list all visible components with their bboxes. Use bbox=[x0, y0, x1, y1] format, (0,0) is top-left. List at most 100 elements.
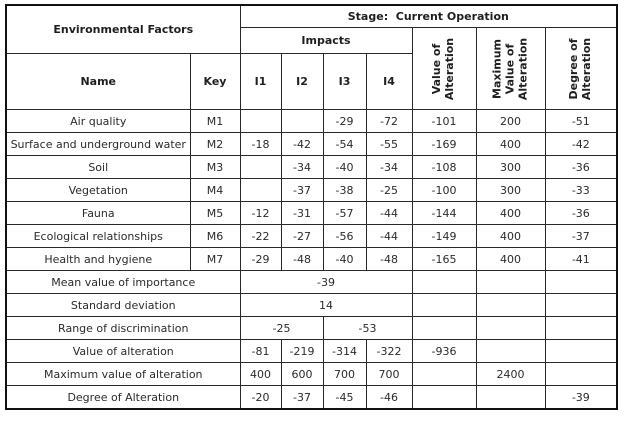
maximum-value-of-alteration: 400 bbox=[475, 224, 546, 248]
impact-value-i3: -38 bbox=[322, 178, 367, 202]
summary-label: Mean value of importance bbox=[5, 270, 241, 294]
row-standard-deviation: Standard deviation 14 bbox=[5, 293, 618, 317]
max-i1: 400 bbox=[239, 362, 282, 386]
value-i3: -314 bbox=[322, 339, 367, 363]
row-maximum-value-of-alteration: Maximum value of alteration 400 600 700 … bbox=[5, 362, 618, 386]
impact-value-i4: -44 bbox=[365, 224, 413, 248]
shaded-cell bbox=[544, 339, 618, 363]
max-i3: 700 bbox=[322, 362, 367, 386]
range-value-i1-i2: -25 bbox=[239, 316, 324, 340]
value-of-alteration: -108 bbox=[411, 155, 477, 179]
shaded-cell bbox=[475, 339, 546, 363]
impact-value-i2: -31 bbox=[280, 201, 324, 225]
maximum-value-of-alteration-total: 2400 bbox=[475, 362, 546, 386]
impact-value-i1 bbox=[239, 155, 282, 179]
header-row-impacts: Impacts Value of Alteration Maximum Valu… bbox=[6, 27, 618, 110]
impact-value-i4: -48 bbox=[365, 247, 413, 271]
i2-column-header: I2 bbox=[280, 53, 324, 110]
degree-of-alteration-total: -39 bbox=[544, 385, 618, 410]
shaded-cell bbox=[475, 293, 546, 317]
impact-value-i1 bbox=[239, 178, 282, 202]
impact-value-i4: -44 bbox=[365, 201, 413, 225]
value-of-alteration: -169 bbox=[411, 132, 477, 156]
factor-name: Vegetation bbox=[5, 178, 191, 202]
environmental-impact-table: Environmental Factors Stage: Current Ope… bbox=[5, 4, 619, 410]
impact-value-i4: -72 bbox=[365, 109, 413, 133]
shaded-cell bbox=[411, 362, 477, 386]
key-column-header: Key bbox=[189, 53, 241, 110]
value-i2: -219 bbox=[280, 339, 324, 363]
shaded-cell bbox=[475, 270, 546, 294]
summary-label: Standard deviation bbox=[5, 293, 241, 317]
impacts-header: Impacts bbox=[239, 27, 413, 54]
degree-of-alteration: -36 bbox=[544, 201, 618, 225]
stage-header: Stage: Current Operation bbox=[239, 4, 618, 28]
shaded-cell bbox=[544, 362, 618, 386]
range-value-i3-i4: -53 bbox=[322, 316, 413, 340]
impact-value-i1 bbox=[239, 109, 282, 133]
impact-value-i4: -55 bbox=[365, 132, 413, 156]
impact-value-i2: -27 bbox=[280, 224, 324, 248]
factor-key: M2 bbox=[189, 132, 241, 156]
factor-key: M7 bbox=[189, 247, 241, 271]
value-of-alteration-column-header: Value of Alteration bbox=[411, 27, 477, 110]
degree-of-alteration: -36 bbox=[544, 155, 618, 179]
maximum-value-of-alteration-column-header: Maximum Value of Alteration bbox=[475, 27, 546, 110]
impact-value-i1: -29 bbox=[239, 247, 282, 271]
value-of-alteration: -149 bbox=[411, 224, 477, 248]
maximum-value-of-alteration: 300 bbox=[475, 178, 546, 202]
shaded-cell bbox=[411, 270, 477, 294]
row-surface-and-underground-water: Surface and underground water M2 -18 -42… bbox=[5, 132, 618, 156]
degree-of-alteration: -41 bbox=[544, 247, 618, 271]
name-column-header: Name bbox=[5, 53, 191, 110]
shaded-cell bbox=[411, 385, 477, 410]
impact-value-i3: -29 bbox=[322, 109, 367, 133]
impact-value-i1: -18 bbox=[239, 132, 282, 156]
maximum-value-of-alteration: 400 bbox=[475, 247, 546, 271]
impact-value-i4: -34 bbox=[365, 155, 413, 179]
row-health-and-hygiene: Health and hygiene M7 -29 -48 -40 -48 -1… bbox=[5, 247, 618, 271]
degree-i4: -46 bbox=[365, 385, 413, 410]
row-value-of-alteration: Value of alteration -81 -219 -314 -322 -… bbox=[5, 339, 618, 363]
row-soil: Soil M3 -34 -40 -34 -108 300 -36 bbox=[5, 155, 618, 179]
row-ecological-relationships: Ecological relationships M6 -22 -27 -56 … bbox=[5, 224, 618, 248]
shaded-cell bbox=[544, 293, 618, 317]
factor-name: Soil bbox=[5, 155, 191, 179]
header-row-columns: Name Key I1 I2 I3 I4 bbox=[5, 53, 617, 110]
factor-name: Fauna bbox=[5, 201, 191, 225]
impact-value-i1: -12 bbox=[239, 201, 282, 225]
summary-label: Value of alteration bbox=[5, 339, 241, 363]
maximum-value-of-alteration: 400 bbox=[475, 132, 546, 156]
degree-of-alteration-column-header: Degree of Alteration bbox=[544, 27, 618, 110]
degree-of-alteration: -42 bbox=[544, 132, 618, 156]
impact-value-i2: -34 bbox=[280, 155, 324, 179]
degree-of-alteration-rotated-label: Degree of Alteration bbox=[566, 37, 593, 100]
maximum-value-of-alteration: 200 bbox=[475, 109, 546, 133]
summary-label: Maximum value of alteration bbox=[5, 362, 241, 386]
row-range-of-discrimination: Range of discrimination -25 -53 bbox=[5, 316, 618, 340]
factor-key: M1 bbox=[189, 109, 241, 133]
value-i4: -322 bbox=[365, 339, 413, 363]
impact-value-i2: -37 bbox=[280, 178, 324, 202]
i1-column-header: I1 bbox=[239, 53, 282, 110]
shaded-cell bbox=[411, 316, 477, 340]
environmental-factors-header: Environmental Factors bbox=[5, 4, 241, 54]
shaded-cell bbox=[475, 385, 546, 410]
value-of-alteration-rotated-label: Value of Alteration bbox=[430, 37, 457, 100]
degree-i1: -20 bbox=[239, 385, 282, 410]
value-of-alteration-total: -936 bbox=[411, 339, 477, 363]
impact-value-i2 bbox=[280, 109, 324, 133]
i3-column-header: I3 bbox=[322, 53, 367, 110]
shaded-cell bbox=[475, 316, 546, 340]
row-vegetation: Vegetation M4 -37 -38 -25 -100 300 -33 bbox=[5, 178, 618, 202]
maximum-value-of-alteration-rotated-label: Maximum Value of Alteration bbox=[490, 37, 529, 100]
shaded-cell bbox=[544, 270, 618, 294]
impact-value-i2: -48 bbox=[280, 247, 324, 271]
shaded-cell bbox=[544, 316, 618, 340]
impact-value-i3: -40 bbox=[322, 247, 367, 271]
impact-value-i3: -56 bbox=[322, 224, 367, 248]
degree-i3: -45 bbox=[322, 385, 367, 410]
value-i1: -81 bbox=[239, 339, 282, 363]
degree-of-alteration: -33 bbox=[544, 178, 618, 202]
impact-value-i2: -42 bbox=[280, 132, 324, 156]
